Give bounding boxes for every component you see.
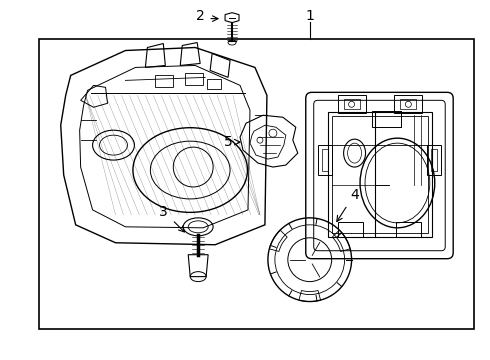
Bar <box>328 112 432 237</box>
Bar <box>394 95 422 113</box>
Bar <box>39 39 474 329</box>
Bar <box>343 99 360 109</box>
Text: 4: 4 <box>350 188 359 202</box>
Bar <box>396 222 421 237</box>
Text: 5: 5 <box>224 135 232 149</box>
Bar <box>318 145 332 175</box>
Text: 3: 3 <box>159 205 168 219</box>
Bar <box>322 149 328 171</box>
Text: 2: 2 <box>196 9 204 23</box>
Bar <box>431 149 437 171</box>
Bar <box>207 80 221 89</box>
Bar <box>338 95 366 113</box>
Bar <box>371 111 401 127</box>
Bar <box>427 145 441 175</box>
Text: 1: 1 <box>305 9 314 23</box>
Bar <box>155 75 173 87</box>
Bar <box>338 222 363 237</box>
Bar <box>185 73 203 85</box>
Bar <box>400 99 416 109</box>
Bar <box>332 116 428 233</box>
